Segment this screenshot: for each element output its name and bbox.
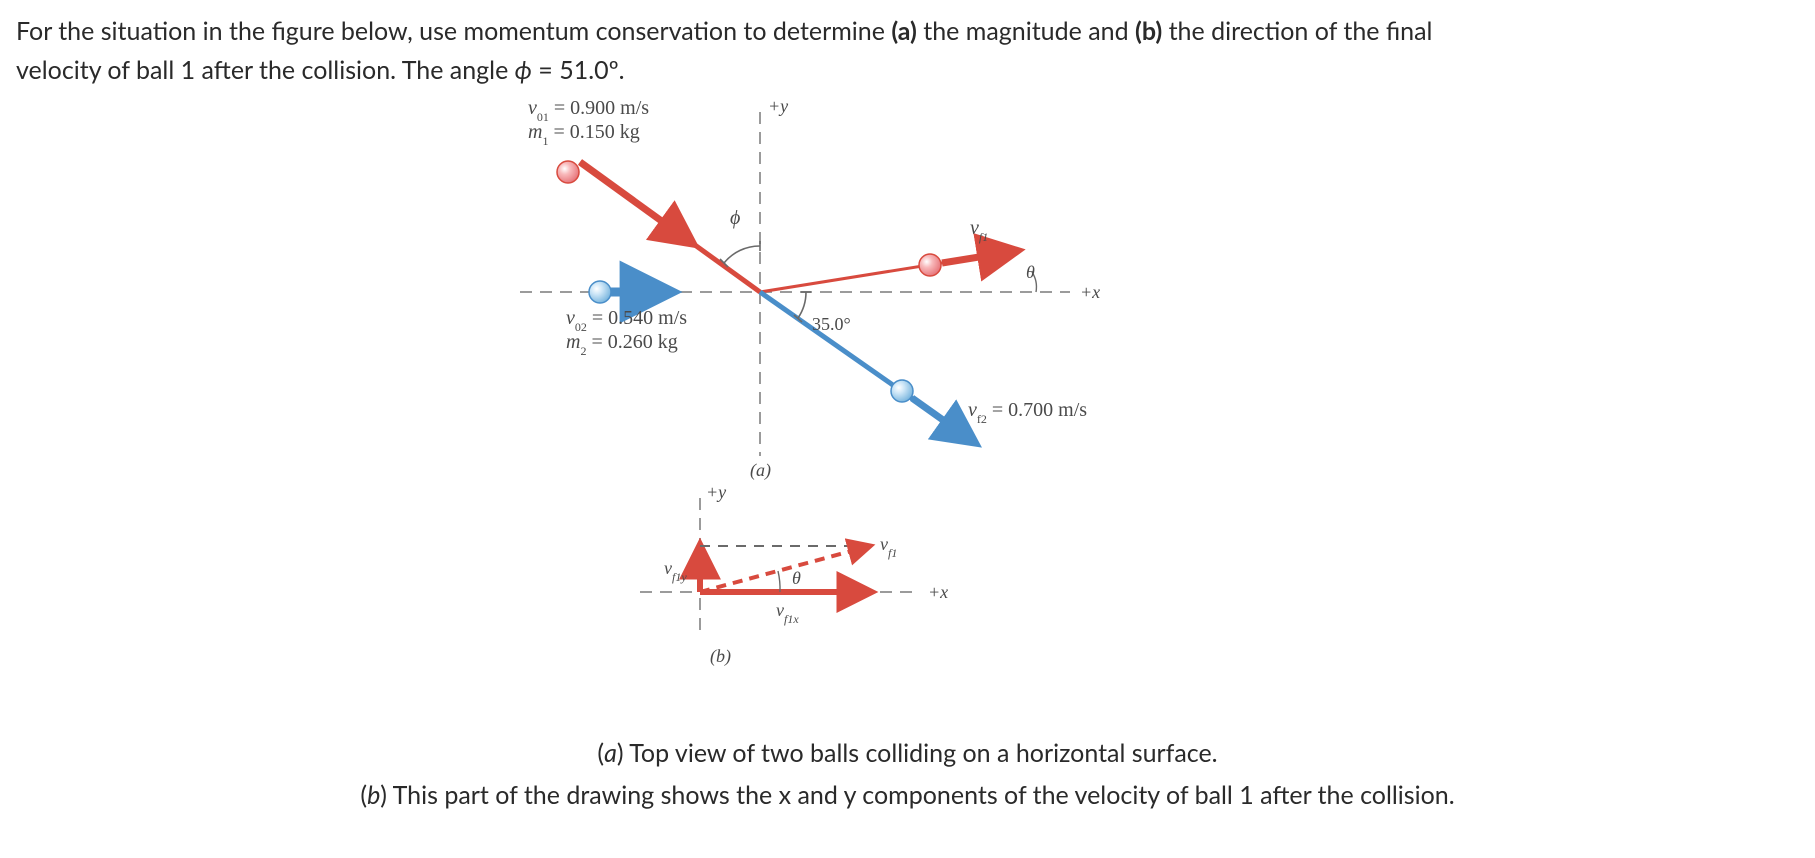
ball2-out-icon <box>891 380 913 402</box>
ball2-in-m-label: m2 = 0.260 kg <box>566 331 678 358</box>
theta-label-a: θ <box>1026 262 1035 282</box>
collision-figure-svg: +x +y v01 = 0.900 m/s m1 = 0.150 kg ϕ v0… <box>460 92 1260 702</box>
vf1y-text: vf1y <box>664 558 687 584</box>
problem-bold-b: (b) <box>1135 16 1162 46</box>
theta-arc-b <box>778 571 780 592</box>
problem-bold-a: (a) <box>891 16 917 46</box>
problem-phi: ϕ <box>515 55 532 85</box>
problem-line2-pre: velocity of ball 1 after the collision. … <box>16 55 515 85</box>
caption-b: (b) This part of the drawing shows the x… <box>0 780 1815 810</box>
ball1-in-v-label: v01 = 0.900 m/s <box>528 97 649 124</box>
problem-mid2: the direction of the final <box>1162 16 1432 46</box>
problem-line1-pre: For the situation in the figure below, u… <box>16 16 891 46</box>
ball2-in-v-label: v02 = 0.540 m/s <box>566 307 687 334</box>
phi-arc <box>724 246 760 263</box>
plus-x-label-a: +x <box>1080 282 1100 302</box>
angle35-label: 35.0° <box>812 314 851 334</box>
figure-area: +x +y v01 = 0.900 m/s m1 = 0.150 kg ϕ v0… <box>460 92 1260 702</box>
ball2-out-arrow <box>912 398 974 442</box>
plus-y-label-b: +y <box>706 482 726 502</box>
plus-y-label-a: +y <box>768 96 788 116</box>
vf1-text-b: vf1 <box>880 534 897 560</box>
vf2-label: vf2 = 0.700 m/s <box>968 399 1087 426</box>
angle35-arc <box>798 292 806 318</box>
caption-a-text: Top view of two balls colliding on a hor… <box>629 738 1217 768</box>
ball2-in-icon <box>589 281 611 303</box>
problem-statement: For the situation in the figure below, u… <box>16 12 1796 90</box>
plus-x-label-b: +x <box>928 582 948 602</box>
problem-line2-post: = 51.0º. <box>532 55 625 85</box>
panel-a-label: (a) <box>750 460 771 481</box>
vf1-arrow-b <box>700 546 870 592</box>
vf1x-text: vf1x <box>776 600 799 626</box>
caption-b-text: This part of the drawing shows the x and… <box>393 780 1455 810</box>
phi-label: ϕ <box>730 207 740 229</box>
ball1-in-arrow <box>580 162 692 243</box>
theta-label-b: θ <box>792 568 801 588</box>
vf1-label: vf1 <box>970 217 988 244</box>
panel-b-label: (b) <box>710 646 731 667</box>
ball1-out-icon <box>919 254 941 276</box>
caption-a: (a) Top view of two balls colliding on a… <box>0 738 1815 768</box>
ball1-in-icon <box>557 161 579 183</box>
ball1-in-m-label: m1 = 0.150 kg <box>528 121 640 148</box>
problem-mid1: the magnitude and <box>917 16 1135 46</box>
ball1-out-arrow <box>942 251 1016 263</box>
